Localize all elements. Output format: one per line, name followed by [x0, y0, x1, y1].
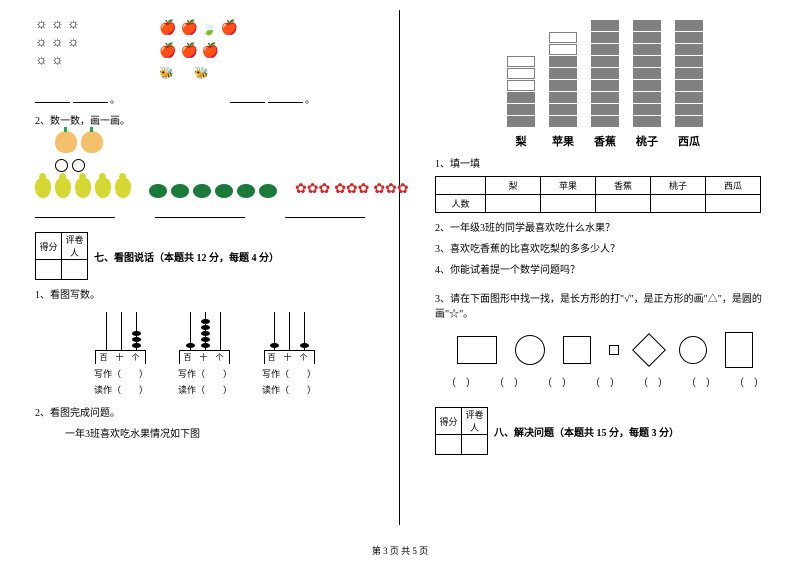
score-table: 得分评卷人 [35, 232, 88, 280]
answer-blank[interactable] [230, 93, 265, 103]
bee-icon: 🐝 [159, 66, 174, 81]
sun-icon [35, 20, 47, 32]
page-footer: 第 3 页 共 5 页 [0, 544, 800, 557]
sun-icon [35, 38, 47, 50]
answer-blank[interactable] [35, 208, 115, 218]
fill-cell[interactable] [596, 195, 651, 213]
q7-2: 2、看图完成问题。 [35, 404, 375, 419]
answer-paren[interactable]: （ ） [634, 374, 672, 389]
rq-3: 3、喜欢吃香蕉的比喜欢吃梨的多多少人？ [435, 240, 775, 255]
circle-shape-2 [679, 336, 707, 364]
q7-2-sub: 一年3班喜欢吃水果情况如下图 [65, 425, 375, 440]
flower-group: ✿✿✿✿✿✿✿✿✿ [295, 178, 409, 198]
rq-4: 4、你能试着提一个数学问题吗？ [435, 261, 775, 276]
sun-icon [51, 56, 63, 68]
answer-blank[interactable] [285, 208, 365, 218]
paren-answer-row: （ ） （ ） （ ） （ ） （ ） （ ） （ ） [435, 374, 775, 389]
answer-paren[interactable]: （ ） [586, 374, 624, 389]
question-2-label: 2、数一数，画一画。 [35, 112, 375, 127]
square-shape [563, 336, 591, 364]
apple-icon: 🍎 [221, 20, 238, 37]
sun-icon [35, 56, 47, 68]
apple-icon: 🍎 [159, 20, 176, 37]
abacus-row: 百 十 个写作（ ）读作（ ）百 十 个写作（ ）读作（ ）百 十 个写作（ ）… [35, 309, 375, 396]
fill-cell[interactable] [486, 195, 541, 213]
circle-icon [55, 159, 68, 172]
answer-paren[interactable]: （ ） [442, 374, 480, 389]
bee-icon: 🐝 [194, 66, 209, 81]
answer-blank[interactable] [35, 93, 70, 103]
answer-paren[interactable]: （ ） [538, 374, 576, 389]
sun-icon [51, 20, 63, 32]
leaf-icon: 🍃 [202, 22, 217, 37]
section-8-title: 八、解决问题（本题共 15 分，每题 3 分） [494, 424, 679, 439]
apple-icon: 🍎 [180, 20, 197, 37]
apple-icon: 🍎 [180, 43, 197, 60]
fill-table: 梨苹果香蕉桃子西瓜 人数 [435, 176, 761, 213]
shape-question: 3、请在下面图形中找一找，是长方形的打"√"，是正方形的画"△"，是圆的画"☆"… [435, 290, 775, 320]
left-column: 🍎🍎🍃🍎 🍎🍎🍎 🐝🐝 。 。 2、数一数，画一画。 ✿✿✿✿✿✿✿✿✿ 得分评 [0, 0, 400, 565]
fruit-bar-chart [435, 20, 775, 127]
answer-paren[interactable]: （ ） [490, 374, 528, 389]
circle-shape [515, 335, 545, 365]
fill-cell[interactable] [651, 195, 706, 213]
sun-icon [67, 38, 79, 50]
answer-paren[interactable]: （ ） [730, 374, 768, 389]
q7-1: 1、看图写数。 [35, 286, 375, 301]
apple-icon: 🍎 [159, 43, 176, 60]
section-7-title: 七、看图说话（本题共 12 分，每题 4 分） [94, 249, 279, 264]
sun-group [35, 20, 79, 87]
right-column: 梨苹果香蕉桃子西瓜 1、填一填 梨苹果香蕉桃子西瓜 人数 2、一年级3班的同学最… [400, 0, 800, 565]
pear-group [35, 178, 131, 198]
peach-icon [55, 131, 77, 153]
sun-icon [51, 38, 63, 50]
circle-icon [72, 159, 85, 172]
shapes-row [435, 332, 775, 368]
answer-blank[interactable] [73, 93, 108, 103]
fill-label: 1、填一填 [435, 155, 775, 170]
chart-labels: 梨苹果香蕉桃子西瓜 [435, 133, 775, 149]
diamond-shape [632, 333, 666, 367]
small-square-shape [609, 345, 619, 355]
tall-rectangle-shape [725, 332, 753, 368]
answer-blank[interactable] [268, 93, 303, 103]
apple-group: 🍎🍎🍃🍎 🍎🍎🍎 🐝🐝 [159, 20, 238, 87]
rq-2: 2、一年级3班的同学最喜欢吃什么水果？ [435, 219, 775, 234]
score-table-2: 得分评卷人 [435, 407, 488, 455]
fill-cell[interactable] [541, 195, 596, 213]
sun-icon [67, 20, 79, 32]
rectangle-shape [457, 336, 497, 364]
apple-icon: 🍎 [202, 43, 219, 60]
fill-cell[interactable] [706, 195, 761, 213]
answer-paren[interactable]: （ ） [682, 374, 720, 389]
peach-icon [81, 131, 103, 153]
melon-group [149, 178, 277, 198]
answer-blank[interactable] [155, 208, 245, 218]
